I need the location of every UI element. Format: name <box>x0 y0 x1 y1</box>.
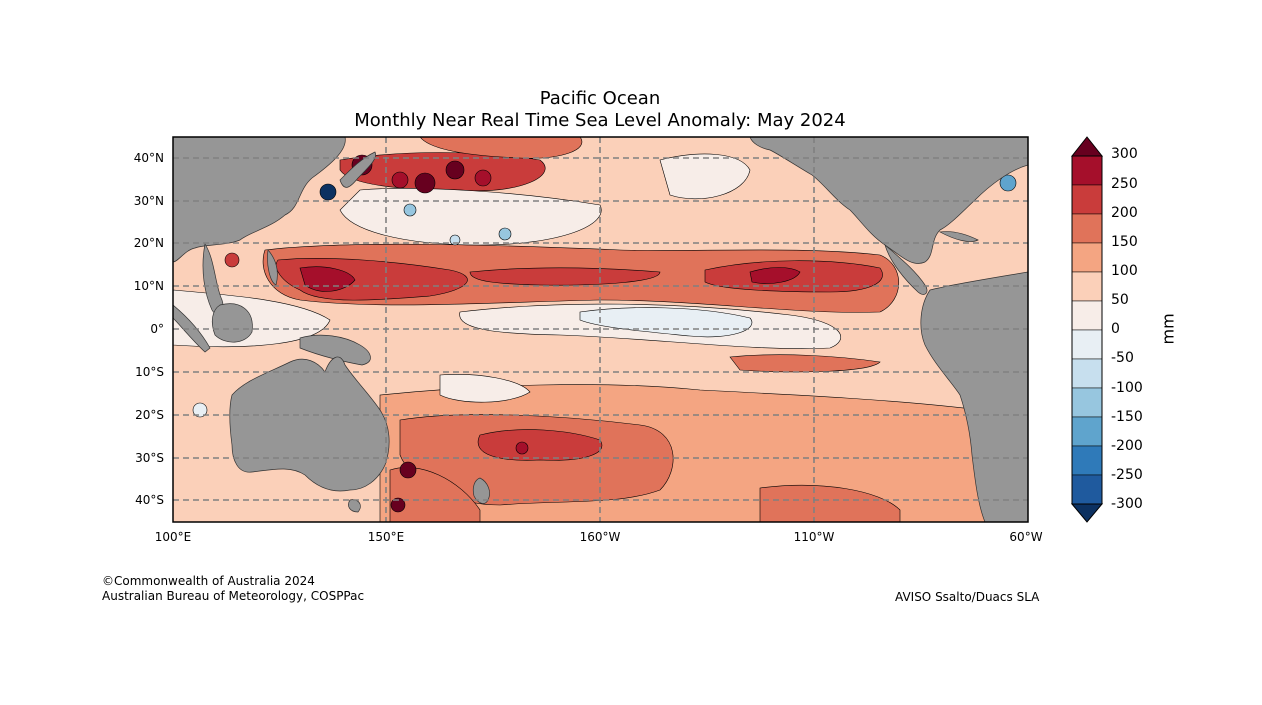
colorbar-label: 0 <box>1111 321 1120 337</box>
colorbar-label: 50 <box>1111 292 1129 308</box>
north-tropical-250mm-core-east <box>749 267 801 284</box>
colorbar-label: -200 <box>1111 438 1143 454</box>
colorbar-label: 300 <box>1111 146 1138 162</box>
colorbar-top-extension <box>1070 136 1104 157</box>
lon-label-100e: 100°E <box>154 530 192 544</box>
eddy-south-pacific <box>515 441 529 455</box>
colorbar-swatch <box>1071 155 1103 186</box>
anomaly-fields <box>173 137 1028 522</box>
lon-label-160w: 160°W <box>579 530 621 544</box>
eddy-cold-japan <box>319 183 337 201</box>
map-subtitle: Monthly Near Real Time Sea Level Anomaly… <box>354 110 846 131</box>
eddy-kuroshio-4 <box>445 160 465 180</box>
land-new-zealand <box>472 477 490 504</box>
copyright-line: ©Commonwealth of Australia 2024 <box>102 574 315 588</box>
colorbar-swatch <box>1071 358 1103 389</box>
colorbar <box>1070 136 1104 523</box>
colorbar-label: 200 <box>1111 205 1138 221</box>
kuroshio-200mm-zone <box>339 152 546 192</box>
lon-label-150e: 150°E <box>367 530 405 544</box>
map-title: Pacific Ocean <box>539 88 661 109</box>
colorbar-label: -250 <box>1111 467 1143 483</box>
eddy-kuroshio-2 <box>391 171 409 189</box>
eddy-indian-ocean <box>224 252 240 268</box>
lat-label-20n: 20°N <box>133 236 164 250</box>
map-frame <box>172 136 1029 523</box>
graticule <box>173 137 1028 522</box>
eddy-kuroshio-3 <box>414 172 436 194</box>
colorbar-unit: mm <box>1158 313 1178 345</box>
colorbar-label: -50 <box>1111 350 1134 366</box>
south-pacific-200mm-patch <box>477 429 603 461</box>
lat-label-10n: 10°N <box>133 279 164 293</box>
colorbar-frame <box>1071 155 1103 505</box>
colorbar-swatch <box>1071 242 1103 273</box>
colorbar-swatch <box>1071 213 1103 244</box>
northeast-0mm-zone <box>659 153 751 200</box>
colorbar-swatch <box>1071 387 1103 418</box>
colorbar-label: -100 <box>1111 380 1143 396</box>
lat-label-30n: 30°N <box>133 194 164 208</box>
land-australia <box>229 356 390 492</box>
colorbar-label: 250 <box>1111 176 1138 192</box>
land-new-guinea <box>299 334 371 366</box>
lon-label-60w: 60°W <box>1009 530 1043 544</box>
colorbar-swatch <box>1071 184 1103 215</box>
map-panel <box>173 137 1028 522</box>
southern-0mm-zone <box>439 374 531 403</box>
eddy-west-indian <box>192 402 208 418</box>
colorbar-swatches <box>1071 155 1103 505</box>
land-central-america <box>884 243 928 295</box>
land-borneo <box>211 303 253 343</box>
land-asia <box>173 137 346 263</box>
eddy-east-australia-1 <box>399 461 417 479</box>
eddy-east-australia-2 <box>390 497 406 513</box>
land-philippines <box>267 249 278 286</box>
eddy-cold-1 <box>403 203 417 217</box>
colorbar-swatch <box>1071 300 1103 331</box>
colorbar-swatch <box>1071 329 1103 360</box>
lat-label-40n: 40°N <box>133 151 164 165</box>
lat-label-20s: 20°S <box>135 408 164 422</box>
land-south-america <box>920 271 1028 522</box>
lon-label-110w: 110°W <box>793 530 835 544</box>
colorbar-label: -300 <box>1111 496 1143 512</box>
lat-label-10s: 10°S <box>135 365 164 379</box>
north-pacific-150mm-zone <box>419 137 583 159</box>
colorbar-label: 100 <box>1111 263 1138 279</box>
colorbar-label: -150 <box>1111 409 1143 425</box>
eddy-gulfstream-cold <box>999 174 1017 192</box>
land-sumatra <box>173 304 211 353</box>
data-source: AVISO Ssalto/Duacs SLA <box>895 590 1040 604</box>
lat-label-40s: 40°S <box>135 493 164 507</box>
colorbar-bottom-extension <box>1070 503 1104 523</box>
colorbar-swatch <box>1071 445 1103 476</box>
colorbar-swatch <box>1071 271 1103 302</box>
land-cuba <box>938 231 979 242</box>
land-japan <box>339 151 376 188</box>
landmasses <box>173 137 1028 522</box>
eddy-cold-2 <box>498 227 512 241</box>
bureau-credit: Australian Bureau of Meteorology, COSPPa… <box>102 589 365 603</box>
east-south-150mm-zone <box>759 484 901 522</box>
north-pacific-0mm-zone <box>339 188 602 246</box>
colorbar-swatch <box>1071 416 1103 447</box>
colorbar-swatch <box>1071 474 1103 505</box>
eddy-kuroshio-5 <box>474 169 492 187</box>
lat-label-30s: 30°S <box>135 451 164 465</box>
colorbar-label: 150 <box>1111 234 1138 250</box>
north-tropical-200mm-band-mid <box>469 267 661 286</box>
lat-label-equator: 0° <box>150 322 164 336</box>
